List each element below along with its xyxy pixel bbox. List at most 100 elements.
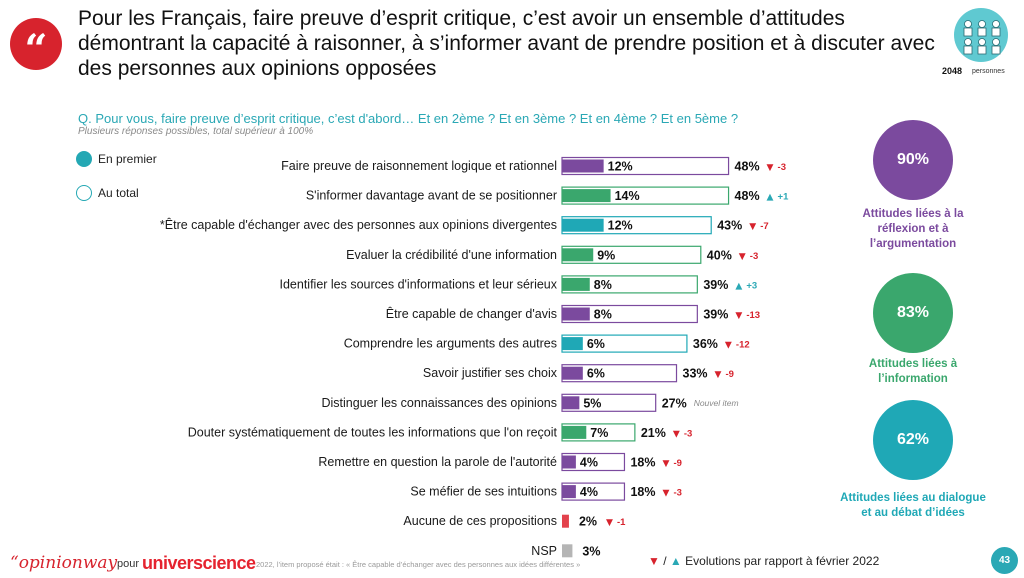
first-bar bbox=[562, 307, 590, 321]
universcience-logo: universcience bbox=[142, 553, 256, 573]
sample-count: 2048 bbox=[942, 66, 963, 76]
evolution-legend-text: Evolutions par rapport à février 2022 bbox=[685, 554, 880, 568]
arrow-down-icon: ▼ bbox=[767, 163, 774, 173]
first-bar bbox=[562, 425, 587, 439]
first-value: 5% bbox=[583, 396, 601, 410]
arrow-down-icon: ▼ bbox=[725, 341, 732, 351]
row-label: Evaluer la crédibilité d'une information bbox=[346, 248, 557, 262]
arrow-down-icon: ▼ bbox=[739, 252, 746, 262]
first-value: 12% bbox=[608, 219, 633, 233]
row-label: Identifier les sources d'informations et… bbox=[279, 277, 557, 291]
quote-icon: “ bbox=[24, 26, 48, 73]
evolution-value: -13 bbox=[746, 310, 760, 321]
total-value: 39% bbox=[703, 278, 728, 292]
total-value: 21% bbox=[641, 426, 666, 440]
first-value: 8% bbox=[594, 278, 612, 292]
first-bar bbox=[562, 455, 576, 469]
people-icon bbox=[963, 20, 1001, 55]
summary-value-information: 83% bbox=[896, 304, 930, 321]
arrow-down-icon: ▼ bbox=[662, 459, 669, 469]
evolution-value: -3 bbox=[673, 488, 681, 499]
arrow-up-icon: ▲ bbox=[735, 281, 742, 291]
summary-caption-reflexion: Attitudes liées à la réflexion et à l’ar… bbox=[862, 208, 964, 250]
page-number: 43 bbox=[991, 547, 1018, 574]
legend-first: En premier bbox=[76, 151, 157, 167]
first-value: 14% bbox=[615, 189, 640, 203]
first-bar bbox=[562, 514, 569, 528]
summary-circle-reflexion: 90% bbox=[873, 120, 953, 200]
row-label: Faire preuve de raisonnement logique et … bbox=[281, 159, 557, 173]
evolution-value: -9 bbox=[673, 458, 681, 469]
evolution-value: -7 bbox=[760, 221, 768, 232]
evolution-note: Nouvel item bbox=[694, 398, 739, 408]
legend-first-label: En premier bbox=[98, 152, 157, 166]
question-text: Q. Pour vous, faire preuve d’esprit crit… bbox=[78, 111, 739, 126]
total-value: 27% bbox=[662, 396, 687, 410]
evolution-value: +1 bbox=[778, 192, 790, 203]
arrow-down-icon: ▼ bbox=[662, 489, 669, 499]
arrow-down-icon: ▼ bbox=[648, 554, 660, 568]
pour-text: pour bbox=[117, 558, 140, 570]
legend-filled-dot bbox=[76, 151, 92, 167]
legend-total-label: Au total bbox=[98, 186, 139, 200]
row-label: Se méfier de ses intuitions bbox=[410, 485, 557, 499]
first-value: 8% bbox=[594, 308, 612, 322]
evolution-value: -9 bbox=[726, 369, 734, 380]
summary-value-dialogue: 62% bbox=[896, 431, 930, 448]
first-bar bbox=[562, 485, 576, 499]
evolution-value: -12 bbox=[736, 340, 750, 351]
sample-label: personnes bbox=[972, 68, 1005, 75]
arrow-up-icon: ▲ bbox=[767, 193, 774, 203]
first-bar bbox=[562, 159, 604, 173]
first-value: 6% bbox=[587, 337, 605, 351]
evolution-legend: ▼ / ▲ Evolutions par rapport à février 2… bbox=[648, 554, 880, 568]
first-value: 9% bbox=[597, 248, 615, 262]
evolution-value: -3 bbox=[684, 428, 692, 439]
first-bar bbox=[562, 189, 611, 203]
row-label: Remettre en question la parole de l'auto… bbox=[318, 455, 557, 469]
total-value: 40% bbox=[707, 248, 732, 262]
first-bar bbox=[562, 337, 583, 351]
total-value: 48% bbox=[735, 189, 760, 203]
first-bar bbox=[562, 248, 594, 262]
row-label: Savoir justifier ses choix bbox=[423, 366, 558, 380]
first-value: 7% bbox=[590, 426, 608, 440]
total-value: 36% bbox=[693, 337, 718, 351]
total-value: 33% bbox=[683, 367, 708, 381]
total-value: 18% bbox=[630, 485, 655, 499]
first-value: 6% bbox=[587, 367, 605, 381]
first-bar bbox=[562, 277, 590, 291]
quote-badge: “ bbox=[10, 18, 62, 70]
first-value: 3% bbox=[582, 544, 600, 558]
row-label: Comprendre les arguments des autres bbox=[344, 337, 557, 351]
first-value: 4% bbox=[580, 456, 598, 470]
row-label: *Être capable d'échanger avec des person… bbox=[160, 217, 557, 232]
first-bar bbox=[562, 396, 580, 410]
evolution-value: -3 bbox=[778, 162, 786, 173]
first-value: 2% bbox=[579, 515, 597, 529]
arrow-down-icon: ▼ bbox=[715, 370, 722, 380]
total-value: 43% bbox=[717, 219, 742, 233]
row-label: S'informer davantage avant de se positio… bbox=[306, 189, 557, 203]
first-bar bbox=[562, 366, 583, 380]
total-value: 48% bbox=[735, 160, 760, 174]
legend-total: Au total bbox=[76, 185, 139, 201]
row-label: Aucune de ces propositions bbox=[403, 514, 557, 528]
opinionway-logo: “opinionway bbox=[10, 553, 118, 573]
arrow-up-icon: ▲ bbox=[669, 554, 682, 568]
footnote: 2022, l’item proposé était : « Être capa… bbox=[256, 560, 581, 569]
total-value: 18% bbox=[630, 456, 655, 470]
row-label: Être capable de changer d'avis bbox=[386, 306, 557, 321]
summary-caption-dialogue: Attitudes liées au dialogue et au débat … bbox=[840, 492, 986, 519]
first-bar bbox=[562, 544, 573, 558]
row-label: NSP bbox=[531, 544, 557, 558]
row-label: Douter systématiquement de toutes les in… bbox=[188, 425, 558, 439]
row-label: Distinguer les connaissances des opinion… bbox=[321, 396, 557, 410]
first-bar bbox=[562, 218, 604, 232]
first-value: 4% bbox=[580, 485, 598, 499]
summary-value-reflexion: 90% bbox=[896, 151, 930, 168]
first-value: 12% bbox=[608, 160, 633, 174]
evolution-value: -1 bbox=[617, 517, 626, 528]
total-value: 39% bbox=[703, 308, 728, 322]
